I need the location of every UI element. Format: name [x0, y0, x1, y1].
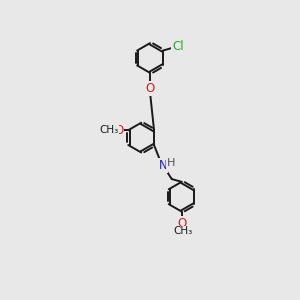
Text: O: O: [177, 217, 186, 230]
Text: O: O: [114, 124, 123, 137]
Text: H: H: [167, 158, 175, 168]
Text: CH₃: CH₃: [100, 125, 119, 135]
Text: N: N: [158, 159, 167, 172]
Text: CH₃: CH₃: [174, 226, 193, 236]
Text: O: O: [146, 82, 154, 95]
Text: Cl: Cl: [172, 40, 184, 53]
